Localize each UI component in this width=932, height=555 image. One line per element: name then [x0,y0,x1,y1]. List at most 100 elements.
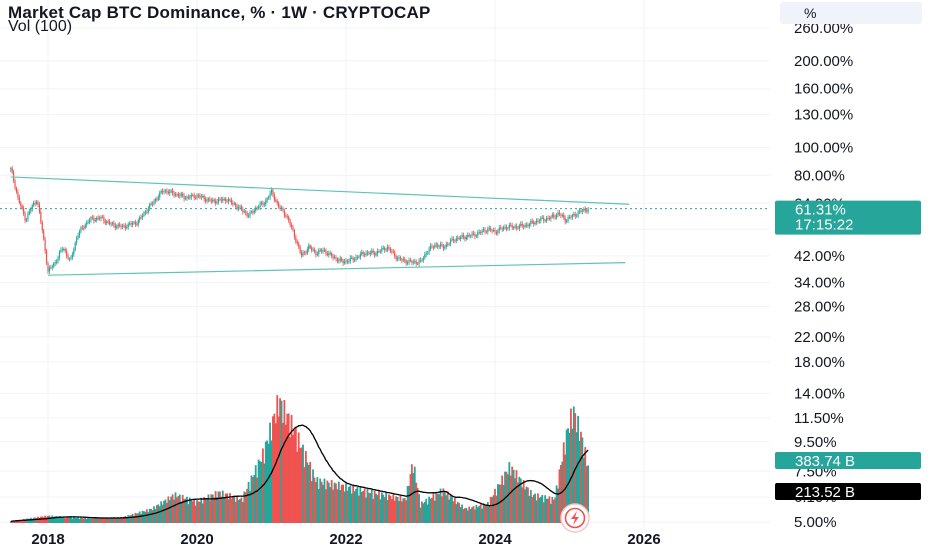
volume-bar [72,517,75,523]
volume-bar [22,518,25,523]
volume-bar [176,497,178,523]
candle-body [378,251,380,252]
candle-body [376,251,379,254]
volume-bar [362,490,365,523]
volume-bar [17,520,19,523]
volume-bar [231,496,234,523]
candle-body [31,205,33,210]
volume-bar [392,494,395,523]
volume-bar [107,518,110,523]
candle-body [366,252,369,254]
volume-bar [309,462,312,523]
candle-body [286,216,288,218]
volume-bar [251,477,254,523]
candle-body [164,190,167,192]
volume-bar [544,495,547,523]
candle-body [422,258,424,261]
candle-body [249,212,251,216]
last-price-label-countdown: 17:15:22 [795,217,853,234]
candle-body [58,251,61,258]
candle-body [385,249,387,251]
volume-bar [476,507,479,523]
candle-body [409,260,412,261]
candle-body [203,195,205,200]
volume-bar [511,466,514,523]
volume-bar [481,508,484,523]
volume-bar [527,487,529,523]
candle-body [207,198,210,200]
candle-body [272,189,274,195]
trendlines[interactable] [10,176,630,276]
candle-body [401,259,403,261]
volume-bar [181,494,184,523]
trendline-lower[interactable] [47,262,626,276]
candle-body [170,190,172,192]
lightning-icon[interactable] [560,503,590,533]
candle-body [444,246,446,249]
candle-body [429,245,432,249]
candle-body [242,209,244,212]
candle-body [346,260,349,262]
candle-body [151,203,154,205]
volume-bar [220,496,223,523]
volume-bar [71,518,74,523]
volume-bar [357,495,360,523]
volume-bar [353,491,356,523]
volume-bar [315,482,317,523]
volume-bar [121,517,124,523]
volume-bar [539,496,542,523]
candle-body [544,220,546,222]
candle-body [63,249,65,250]
percent-scale-button[interactable]: % [780,2,922,24]
volume-bar [141,510,144,523]
candle-body [540,217,542,221]
volume-bar [486,502,489,523]
candle-body [21,206,23,209]
candle-body [531,221,533,223]
candle-body [258,207,260,209]
candle-body [17,191,19,198]
volume-bar [35,518,38,523]
candle-body [485,231,488,233]
volume-bar [206,499,208,523]
candle-body [245,211,247,213]
candle-body [127,223,129,228]
candle-body [431,245,433,247]
candle-body [253,210,255,213]
volume-indicator-label[interactable]: Vol (100) [8,18,73,35]
candle-body [520,223,522,226]
candle-body [20,202,22,207]
candle-body [528,224,530,227]
candle-body [511,225,513,228]
volume-bar [366,488,369,523]
candle-body [501,228,503,230]
candle-body [365,253,367,256]
candle-body [441,244,443,246]
volume-bar [256,477,259,523]
volume-bar [323,478,326,523]
volume-bar [461,504,463,523]
candle-body [48,267,51,272]
candle-body [372,250,374,253]
volume-bar [283,399,286,523]
volume-bar [423,501,426,523]
candle-body [395,256,397,260]
candle-body [44,239,46,252]
candle-body [309,245,311,248]
volume-bar [144,511,147,523]
volume-bar [343,491,346,523]
price-axis[interactable]: 260.00% 200.00% 160.00% 130.00% 100.00% 80.00… [794,20,853,531]
candle-body [25,219,28,221]
volume-bar [320,481,323,523]
candle-body [27,213,29,220]
time-axis[interactable]: 2018 2020 2022 2024 2026 [31,531,660,548]
volume-bar [488,505,491,523]
volume-bar [335,483,337,523]
candle-body [232,202,234,204]
trendline-upper[interactable] [10,176,630,205]
volume-bar [230,498,233,523]
volume-bar [565,429,568,523]
candle-body [333,257,336,259]
